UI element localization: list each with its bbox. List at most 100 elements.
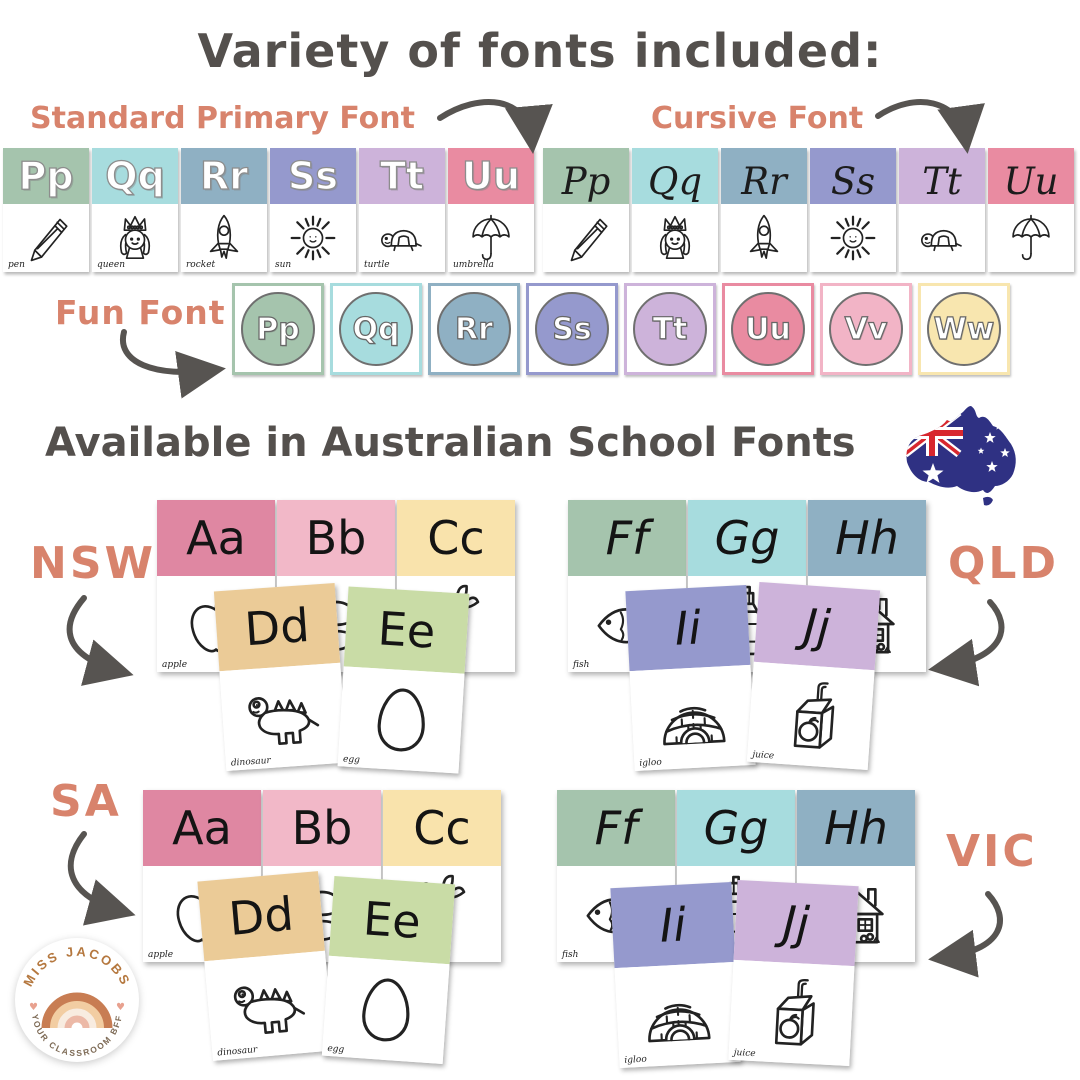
card-body [899, 204, 985, 272]
fun-circle: Tt [633, 292, 707, 366]
card-letters: Tt [922, 159, 962, 203]
star-icon [984, 432, 996, 443]
card-header: Dd [213, 582, 341, 672]
card-header: Qq [632, 148, 718, 204]
card-letters: Qq [647, 159, 703, 203]
card-header: Qq [92, 148, 178, 204]
card-body [721, 204, 807, 272]
card-body [810, 204, 896, 272]
card-letters: Ss [287, 153, 338, 198]
arrow-nsw-icon [66, 595, 134, 686]
card-word: juice [751, 749, 775, 762]
card-letters: Cc [427, 511, 485, 565]
card-header: Rr [181, 148, 267, 204]
card-word: turtle [364, 260, 390, 270]
alphabet-card-rr-standard: Rr rocket [181, 148, 267, 272]
star-icon [994, 421, 1004, 430]
fun-font-card-uu: Uu [722, 283, 814, 375]
card-letters: Ss [830, 159, 876, 203]
card-header: Dd [197, 871, 325, 962]
alphabet-card-ss-standard: Ss sun [270, 148, 356, 272]
poster-card-ee-nsw: Ee egg [337, 586, 470, 774]
juice-icon [793, 680, 836, 750]
card-letters: Pp [256, 311, 301, 347]
card-header: Tt [359, 148, 445, 204]
card-word: apple [148, 950, 174, 960]
arrow-standard-primary-font-icon [437, 98, 553, 154]
sun-icon [830, 215, 876, 261]
card-word: queen [97, 260, 126, 270]
miss-jacobs-logo: MISS JACOBS YOUR CLASSROOM BFF ♥ ♥ [15, 938, 139, 1062]
card-letters: Dd [242, 597, 312, 657]
fun-font-card-qq: Qq [330, 283, 422, 375]
card-word: pen [8, 260, 25, 270]
alphabet-card-ss-cursive: Ss [810, 148, 896, 272]
card-body: pen [3, 204, 89, 272]
label-fun-font: Fun Font [55, 293, 226, 332]
card-body: igloo [629, 664, 756, 772]
fun-font-card-vv: Vv [820, 283, 912, 375]
poster-card-dd-sa: Dd dinosaur [197, 871, 334, 1061]
arrow-qld-icon [928, 599, 1005, 687]
card-header: Ff [557, 790, 675, 866]
pencil-icon [570, 218, 608, 262]
card-letters: Pp [561, 159, 611, 203]
heart-icon: ♥ [29, 1002, 38, 1013]
card-header: Cc [383, 790, 501, 866]
card-word: apple [162, 660, 188, 670]
egg-icon [360, 976, 412, 1043]
card-header: Ee [343, 586, 470, 674]
card-body [988, 204, 1074, 272]
card-header: Ee [328, 875, 456, 965]
card-letters: Rr [741, 159, 787, 203]
card-letters: Qq [105, 153, 166, 198]
card-body: egg [321, 955, 450, 1065]
card-letters: Cc [413, 801, 471, 855]
card-word: igloo [624, 1054, 648, 1066]
card-body: rocket [181, 204, 267, 272]
alphabet-card-pp-standard: Pp pen [3, 148, 89, 272]
turtle-icon [380, 229, 422, 252]
rainbow-icon [41, 992, 113, 1029]
card-word: sun [275, 260, 292, 270]
card-header: Bb [277, 500, 395, 576]
fun-circle: Ww [927, 292, 1001, 366]
card-body: sun [270, 204, 356, 272]
subtitle-australian-school-fonts: Available in Australian School Fonts [45, 420, 856, 466]
fun-circle: Rr [437, 292, 511, 366]
fun-font-card-ww: Ww [918, 283, 1010, 375]
card-letters: Hh [835, 511, 899, 565]
card-body: egg [337, 666, 465, 774]
card-letters: Vv [844, 311, 888, 347]
igloo-icon [660, 705, 726, 746]
poster-card-jj-vic: Jj juice [728, 879, 859, 1067]
card-letters: Aa [172, 801, 232, 855]
card-word: egg [342, 754, 361, 766]
card-header: Ii [625, 584, 751, 672]
card-word: dinosaur [217, 1045, 258, 1059]
star-icon [922, 463, 944, 483]
card-word: dinosaur [230, 755, 272, 769]
card-word: rocket [186, 260, 216, 270]
poster-card-ii-qld: Ii igloo [625, 584, 756, 772]
label-sa: SA [50, 776, 122, 827]
card-letters: Hh [824, 801, 888, 855]
rocket-icon [749, 214, 779, 260]
card-letters: Ff [605, 511, 649, 565]
fun-font-card-rr: Rr [428, 283, 520, 375]
card-body: igloo [614, 961, 741, 1069]
alphabet-card-uu-cursive: Uu [988, 148, 1074, 272]
card-letters: Gg [703, 801, 769, 855]
card-letters: Ss [552, 311, 593, 347]
card-letters: Bb [305, 511, 367, 565]
card-letters: Ii [673, 600, 703, 656]
card-body: juice [746, 661, 875, 771]
queen-icon [659, 215, 691, 260]
card-letters: Rr [454, 311, 493, 347]
card-letters: Ii [658, 897, 688, 953]
card-header: Gg [677, 790, 795, 866]
card-header: Uu [448, 148, 534, 204]
arrow-sa-icon [67, 831, 136, 926]
fun-circle: Ss [535, 292, 609, 366]
star-icon [1000, 448, 1010, 457]
